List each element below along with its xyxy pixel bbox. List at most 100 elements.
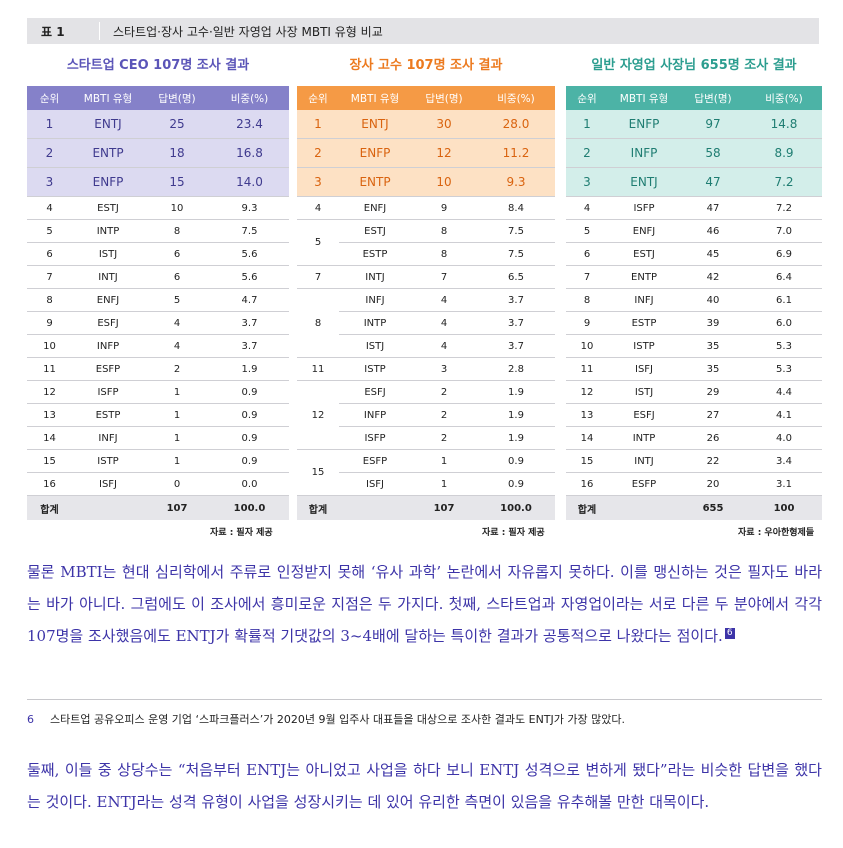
table-row: 15 ISTP 1 0.9	[27, 449, 289, 473]
type-cell: INFP	[339, 403, 411, 427]
count-cell: 58	[680, 138, 746, 168]
pct-cell: 6.5	[477, 265, 555, 289]
startup-panel: 스타트업 CEO 107명 조사 결과 순위 MBTI 유형 답변(명) 비중(…	[27, 54, 289, 520]
rank-cell: 9	[566, 311, 608, 335]
total-count: 107	[411, 495, 477, 520]
count-cell: 1	[144, 403, 210, 427]
table-row: 6 ESTJ 45 6.9	[566, 242, 822, 266]
pct-cell: 5.6	[210, 265, 289, 289]
table-body: 1 ENFP 97 14.8 2 INFP 58 8.9 3 ENTJ 47 7.2 4 ISFP 47 7.…	[566, 110, 822, 520]
count-cell: 9	[411, 196, 477, 220]
pct-cell: 28.0	[477, 110, 555, 139]
type-cell: ISFJ	[339, 472, 411, 496]
rank-cell: 16	[27, 472, 72, 496]
header-pct: 비중(%)	[210, 86, 289, 110]
type-cell: ESTJ	[339, 219, 411, 243]
table-header-row: 순위 MBTI 유형 답변(명) 비중(%)	[27, 86, 289, 110]
count-cell: 45	[680, 242, 746, 266]
total-pct: 100	[746, 495, 822, 520]
total-blank	[72, 495, 144, 520]
pct-cell: 4.4	[746, 380, 822, 404]
type-cell: ESFJ	[339, 380, 411, 404]
total-pct: 100.0	[210, 495, 289, 520]
startup-table-title: 스타트업 CEO 107명 조사 결과	[66, 58, 250, 73]
rank-cell: 11	[566, 357, 608, 381]
footnote-divider	[27, 699, 822, 700]
total-blank	[339, 495, 411, 520]
pct-cell: 9.3	[477, 167, 555, 197]
count-cell: 6	[144, 265, 210, 289]
table-row: 4 ISFP 47 7.2	[566, 196, 822, 220]
footnote-marker[interactable]: 6	[724, 628, 735, 639]
pct-cell: 7.5	[477, 242, 555, 266]
rank-cell: 3	[27, 167, 72, 197]
type-cell: INTP	[608, 426, 680, 450]
rank-cell: 14	[27, 426, 72, 450]
rank-cell: 16	[566, 472, 608, 496]
count-cell: 4	[144, 311, 210, 335]
total-label: 합계	[27, 495, 72, 520]
pct-cell: 6.0	[746, 311, 822, 335]
header-pct: 비중(%)	[477, 86, 555, 110]
pct-cell: 1.9	[477, 380, 555, 404]
type-cell: ESTP	[72, 403, 144, 427]
table-header-row: 순위 MBTI 유형 답변(명) 비중(%)	[566, 86, 822, 110]
type-cell: INFJ	[72, 426, 144, 450]
count-cell: 8	[411, 242, 477, 266]
count-cell: 2	[411, 426, 477, 450]
table-row: 3 ENFP 15 14.0	[27, 167, 289, 197]
pct-cell: 23.4	[210, 110, 289, 139]
pct-cell: 3.7	[477, 288, 555, 312]
rank-cell: 4	[297, 196, 339, 220]
table-row: 10 INFP 4 3.7	[27, 334, 289, 358]
rank-cell: 10	[566, 334, 608, 358]
rank-cell: 7	[566, 265, 608, 289]
type-cell: ESFJ	[72, 311, 144, 335]
rank-cell: 1	[297, 110, 339, 139]
table-row: ISFJ 1 0.9	[297, 472, 555, 496]
count-cell: 1	[144, 449, 210, 473]
rank-cell: 15	[27, 449, 72, 473]
count-cell: 30	[411, 110, 477, 139]
type-cell: ISFJ	[72, 472, 144, 496]
table-number: 표 1	[41, 25, 65, 39]
general-panel: 일반 자영업 사장님 655명 조사 결과 순위 MBTI 유형 답변(명) 비…	[566, 54, 822, 520]
pct-cell: 3.7	[210, 311, 289, 335]
rank-cell: 12	[297, 380, 339, 450]
pct-cell: 7.0	[746, 219, 822, 243]
pct-cell: 14.8	[746, 110, 822, 139]
type-cell: ISTP	[339, 357, 411, 381]
rank-cell: 14	[566, 426, 608, 450]
table-row: 11 ISTP 3 2.8	[297, 357, 555, 381]
table-caption: 표 1 스타트업·장사 고수·일반 자영업 사장 MBTI 유형 비교	[27, 18, 819, 44]
table-row: 8 INFJ 4 3.7	[297, 288, 555, 358]
table-row: 4 ENFJ 9 8.4	[297, 196, 555, 220]
type-cell: ENFP	[72, 167, 144, 197]
count-cell: 1	[411, 472, 477, 496]
rank-cell: 5	[297, 219, 339, 266]
type-cell: ENFP	[339, 138, 411, 168]
rank-cell: 5	[27, 219, 72, 243]
body-paragraph-2: 둘째, 이들 중 상당수는 “처음부터 ENTJ는 아니었고 사업을 하다 보니…	[27, 754, 822, 818]
pct-cell: 5.6	[210, 242, 289, 266]
footnote-text: 스타트업 공유오피스 운영 기업 ‘스파크플러스’가 2020년 9월 입주사 …	[50, 713, 625, 726]
type-cell: ISFP	[72, 380, 144, 404]
type-cell: ENFJ	[72, 288, 144, 312]
pct-cell: 1.9	[477, 403, 555, 427]
type-cell: ISFJ	[608, 357, 680, 381]
table-row: 16 ESFP 20 3.1	[566, 472, 822, 496]
pct-cell: 3.4	[746, 449, 822, 473]
table-row: 7 ENTP 42 6.4	[566, 265, 822, 289]
pct-cell: 11.2	[477, 138, 555, 168]
type-cell: ENTJ	[339, 110, 411, 139]
rank-cell: 15	[297, 449, 339, 496]
rank-cell: 8	[297, 288, 339, 358]
rank-cell: 4	[566, 196, 608, 220]
type-cell: ISTJ	[339, 334, 411, 358]
pct-cell: 4.1	[746, 403, 822, 427]
rank-cell: 1	[27, 110, 72, 139]
expert-table: 순위 MBTI 유형 답변(명) 비중(%) 1 ENTJ 30 28.0 2 ENFP 1…	[297, 86, 555, 520]
table-row: 1 ENTJ 25 23.4	[27, 110, 289, 139]
type-cell: INTJ	[72, 265, 144, 289]
rank-cell: 9	[27, 311, 72, 335]
